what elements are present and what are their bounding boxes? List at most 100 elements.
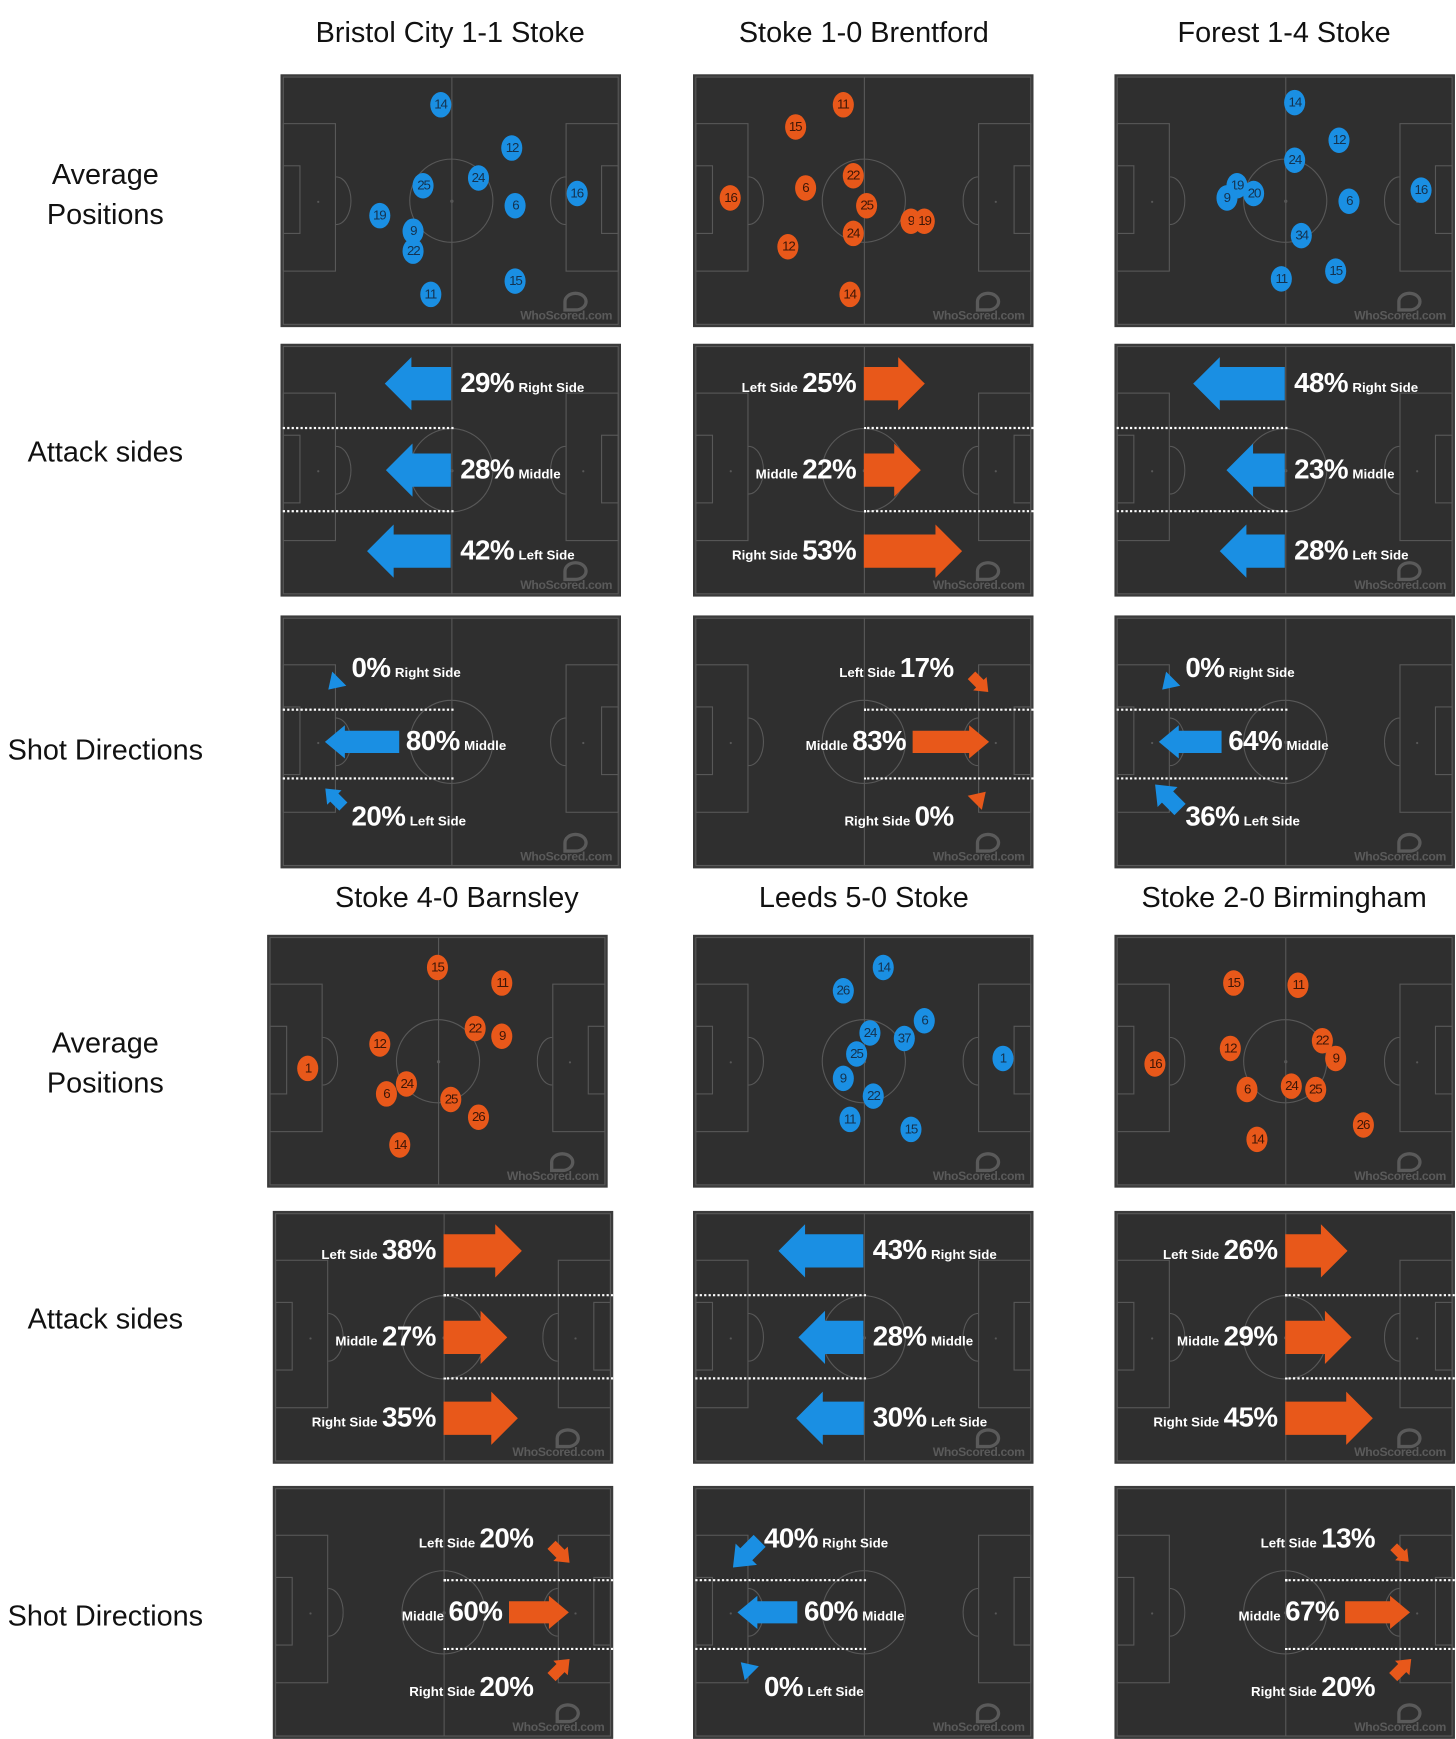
row-label: Shot Directions (7, 1599, 204, 1633)
player-marker: 24 (1280, 1073, 1302, 1100)
side-label: Left Side (409, 813, 466, 830)
shot-arrow-shape (508, 1595, 569, 1629)
lane-label: 0% Right Side (352, 652, 461, 684)
shot-arrow-shape (328, 671, 347, 690)
shot-arrow (737, 1595, 798, 1629)
attack-sides-pitch: WhoScored.com Left Side 38% Middle 27% Right … (272, 1210, 614, 1464)
side-label: Left Side (518, 547, 575, 563)
lane-divider (863, 708, 1034, 712)
pitch-line (1013, 165, 1032, 234)
lane-divider (695, 1377, 866, 1380)
pitch-line (1434, 1576, 1453, 1646)
pitch-line (593, 1301, 612, 1371)
pitch-line (994, 1337, 997, 1340)
player-marker: 15 (1223, 970, 1245, 996)
pitch-line (821, 699, 906, 784)
pitch-line (729, 1337, 732, 1340)
pitch-line (1013, 706, 1032, 776)
pitch-line (1151, 1337, 1154, 1340)
attack-arrow (443, 1310, 507, 1364)
lane-label: Right Side 20% (1251, 1672, 1376, 1704)
pitch-line (1116, 1576, 1135, 1646)
shot-directions-pitch: WhoScored.com 0% Right Side 64% Middle 36% Lef… (1114, 615, 1455, 869)
attack-arrow-shape (1193, 357, 1285, 411)
player-marker: 9 (832, 1066, 854, 1092)
player-marker: 12 (777, 233, 799, 259)
attack-arrow (1226, 443, 1285, 497)
pitch-line (1116, 165, 1135, 234)
attack-arrow-shape (1219, 524, 1285, 578)
shot-directions-pitch: WhoScored.com 40% Right Side 60% Middle 0% Lef… (693, 1485, 1034, 1739)
row-label: Attack sides (27, 1301, 184, 1336)
player-marker: 1 (297, 1056, 319, 1082)
attack-sides-pitch: WhoScored.com Left Side 25% Middle 22% Right … (693, 343, 1034, 597)
player-marker: 11 (419, 281, 441, 308)
attack-sides-pitch: WhoScored.com 29% Right Side 28% Middle 42% Le… (280, 343, 621, 597)
player-marker: 37 (893, 1025, 915, 1052)
percent-value: 0% (914, 801, 955, 833)
pitch-line (1242, 699, 1327, 784)
player-marker: 19 (914, 208, 936, 234)
pitch-line (400, 1570, 486, 1655)
pitch-line (441, 1611, 446, 1615)
shot-directions-pitch: WhoScored.com Left Side 20% Middle 60% Right … (272, 1485, 614, 1739)
percent-value: 0% (1185, 652, 1225, 684)
percent-value: 20% (1321, 1672, 1376, 1704)
whoscored-watermark: WhoScored.com (932, 832, 1025, 864)
whoscored-watermark: WhoScored.com (932, 1152, 1025, 1184)
pitch-line (695, 706, 714, 776)
attack-arrow (384, 357, 451, 411)
player-marker: 6 (794, 175, 816, 201)
attack-arrow (1219, 524, 1285, 578)
player-marker: 24 (1284, 147, 1306, 174)
player-marker: 11 (839, 1106, 861, 1133)
lane-label: 23% Middle (1294, 454, 1394, 486)
shot-arrow-shape (1390, 1543, 1410, 1562)
average-positions-pitch: WhoScored.com 14 12 25 24 6 16 19 9 22 15 11 (280, 74, 621, 328)
pitch-line (862, 1611, 866, 1615)
pitch-line (269, 1025, 288, 1095)
side-label: Right Side (731, 547, 798, 563)
player-marker: 24 (859, 1020, 881, 1047)
side-label: Middle (755, 466, 798, 482)
pitch-line (1151, 741, 1154, 745)
shot-arrow-shape (732, 1534, 766, 1568)
whoscored-watermark: WhoScored.com (512, 1703, 605, 1735)
pitch-line (821, 1570, 906, 1655)
lane-divider (695, 1294, 866, 1297)
whoscored-watermark: WhoScored.com (1354, 561, 1447, 593)
percent-value: 17% (899, 652, 954, 684)
lane-label: 43% Right Side (873, 1235, 997, 1267)
pitch-line (1434, 706, 1453, 776)
pitch-line (695, 165, 714, 234)
percent-value: 25% (802, 368, 857, 400)
lane-label: 29% Right Side (460, 368, 584, 400)
match-title: Stoke 2-0 Birmingham (1141, 880, 1427, 914)
lane-label: Middle 60% (402, 1596, 503, 1628)
percent-value: 60% (448, 1596, 503, 1628)
lane-label: Left Side 25% (742, 368, 857, 400)
percent-value: 35% (381, 1402, 436, 1434)
side-label: Middle (464, 737, 507, 754)
side-label: Left Side (1260, 1535, 1317, 1551)
pitch-line (601, 706, 619, 776)
player-marker: 25 (856, 193, 878, 219)
lane-label: Right Side 53% (731, 535, 857, 567)
attack-arrow (795, 1391, 864, 1445)
match-title: Stoke 1-0 Brentford (738, 15, 989, 49)
shot-arrow-shape (324, 788, 347, 811)
percent-value: 0% (351, 652, 392, 684)
side-label: Right Side (930, 1247, 997, 1264)
shot-arrow-shape (1345, 1595, 1411, 1629)
match-title: Stoke 4-0 Barnsley (335, 880, 579, 914)
lane-label: 28% Middle (460, 454, 560, 486)
whoscored-watermark: WhoScored.com (506, 1152, 599, 1184)
shot-arrow-shape (1388, 1658, 1411, 1682)
side-label: Middle (518, 466, 561, 482)
whoscored-watermark: WhoScored.com (932, 1428, 1025, 1460)
player-marker: 25 (440, 1086, 462, 1112)
pitch-line (317, 470, 320, 473)
percent-value: 0% (764, 1672, 804, 1704)
whoscored-watermark: WhoScored.com (520, 561, 613, 593)
